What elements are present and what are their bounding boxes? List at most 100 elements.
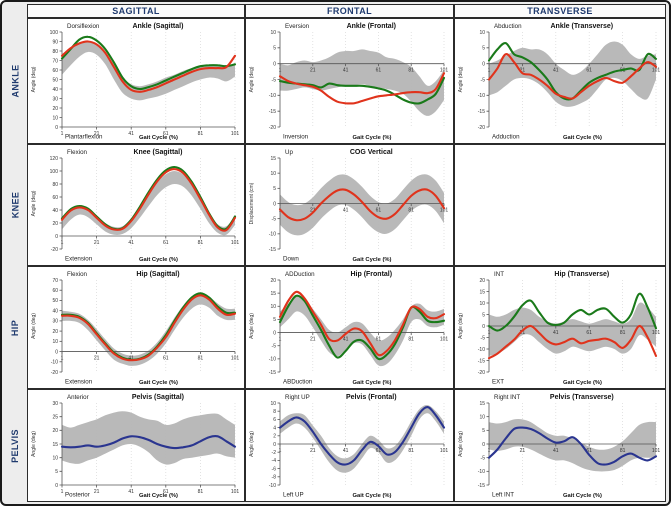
svg-text:Pelvis (Sagittal): Pelvis (Sagittal) [132,394,184,401]
svg-text:Angle (deg): Angle (deg) [249,66,255,92]
svg-text:Ankle (Transverse): Ankle (Transverse) [551,23,614,30]
svg-text:Displacement (cm): Displacement (cm) [249,182,255,224]
svg-text:Flexion: Flexion [67,271,88,278]
svg-text:0: 0 [55,483,58,489]
row-header-ankle-label: ANKLE [10,64,20,98]
row-header-pelvis-label: PELVIS [10,428,20,463]
svg-text:81: 81 [408,337,414,343]
svg-text:61: 61 [163,240,169,246]
svg-text:0: 0 [55,234,58,240]
svg-text:Knee (Sagittal): Knee (Sagittal) [133,149,182,156]
svg-text:-15: -15 [478,358,485,364]
svg-text:Left UP: Left UP [283,492,304,499]
svg-text:61: 61 [163,489,169,495]
svg-text:5: 5 [273,186,276,192]
column-header-transverse: TRANSVERSE [454,4,666,18]
svg-text:0: 0 [273,201,276,207]
svg-text:10: 10 [270,30,276,36]
row-header-knee-label: KNEE [10,191,21,219]
svg-text:5: 5 [482,46,485,52]
svg-text:-10: -10 [269,357,276,363]
svg-text:81: 81 [198,489,204,495]
svg-text:COG Vertical: COG Vertical [350,149,393,156]
svg-text:60: 60 [52,195,58,201]
svg-text:Angle (deg): Angle (deg) [458,431,464,457]
svg-text:Anterior: Anterior [67,394,89,401]
svg-text:61: 61 [586,68,592,74]
svg-text:61: 61 [376,337,382,343]
svg-text:41: 41 [553,330,559,336]
svg-text:0: 0 [55,349,58,355]
svg-text:21: 21 [310,448,316,454]
svg-text:-20: -20 [478,370,485,376]
svg-text:80: 80 [52,49,58,55]
svg-text:120: 120 [50,156,59,162]
svg-text:-15: -15 [478,109,485,115]
svg-text:101: 101 [652,68,661,74]
svg-text:Angle (deg): Angle (deg) [458,66,464,92]
svg-text:41: 41 [343,208,349,214]
svg-text:-10: -10 [269,483,276,489]
svg-text:-5: -5 [481,77,486,83]
svg-text:61: 61 [376,448,382,454]
svg-text:0: 0 [273,330,276,336]
svg-text:20: 20 [52,106,58,112]
svg-text:-6: -6 [272,466,277,472]
svg-text:Angle (deg): Angle (deg) [31,431,37,457]
svg-text:-20: -20 [478,125,485,131]
svg-text:Gait Cycle (%): Gait Cycle (%) [139,493,178,499]
svg-text:Up: Up [285,149,293,156]
row-header-ankle: ANKLE [3,18,27,144]
svg-text:Right UP: Right UP [285,394,310,401]
svg-text:50: 50 [52,298,58,304]
svg-text:Gait Cycle (%): Gait Cycle (%) [139,135,178,141]
svg-text:101: 101 [231,356,240,362]
row-header-knee: KNEE [3,144,27,266]
svg-text:6: 6 [273,417,276,423]
svg-text:Angle (deg): Angle (deg) [458,313,464,339]
row-header-pelvis: PELVIS [3,389,27,502]
svg-text:Right INT: Right INT [494,394,520,401]
svg-text:Hip (Sagittal): Hip (Sagittal) [136,271,179,278]
svg-text:EXT: EXT [492,379,504,386]
svg-text:Adduction: Adduction [492,134,520,141]
svg-text:101: 101 [440,448,449,454]
svg-text:61: 61 [376,208,382,214]
svg-text:0: 0 [482,61,485,67]
svg-text:81: 81 [620,448,626,454]
svg-text:Pelvis (Transverse): Pelvis (Transverse) [550,394,614,401]
svg-text:10: 10 [270,171,276,177]
svg-text:-15: -15 [269,370,276,376]
svg-text:-10: -10 [478,93,485,99]
svg-text:4: 4 [273,425,276,431]
svg-text:21: 21 [520,448,526,454]
ankle-sagittal-panel: 1 21 41 61 81 101 0 10 20 30 40 50 60 70 80 90 100 Ankle … [27,18,245,144]
svg-text:90: 90 [52,39,58,45]
svg-text:Plantarflexion: Plantarflexion [65,134,103,141]
svg-text:-5: -5 [272,77,277,83]
svg-text:Abduction: Abduction [494,23,522,30]
svg-text:20: 20 [270,278,276,284]
svg-text:ADDuction: ADDuction [285,271,315,278]
svg-text:-5: -5 [481,455,486,461]
svg-text:-20: -20 [51,247,58,253]
svg-text:41: 41 [343,337,349,343]
svg-text:Angle (deg): Angle (deg) [31,313,37,339]
column-header-frontal: FRONTAL [245,4,454,18]
svg-text:10: 10 [479,301,485,307]
svg-text:21: 21 [520,68,526,74]
svg-text:Gait Cycle (%): Gait Cycle (%) [353,257,392,263]
svg-text:15: 15 [479,401,485,407]
svg-text:60: 60 [52,68,58,74]
svg-text:Angle (deg): Angle (deg) [31,190,37,216]
svg-text:15: 15 [52,442,58,448]
svg-text:21: 21 [94,240,100,246]
svg-text:5: 5 [273,46,276,52]
